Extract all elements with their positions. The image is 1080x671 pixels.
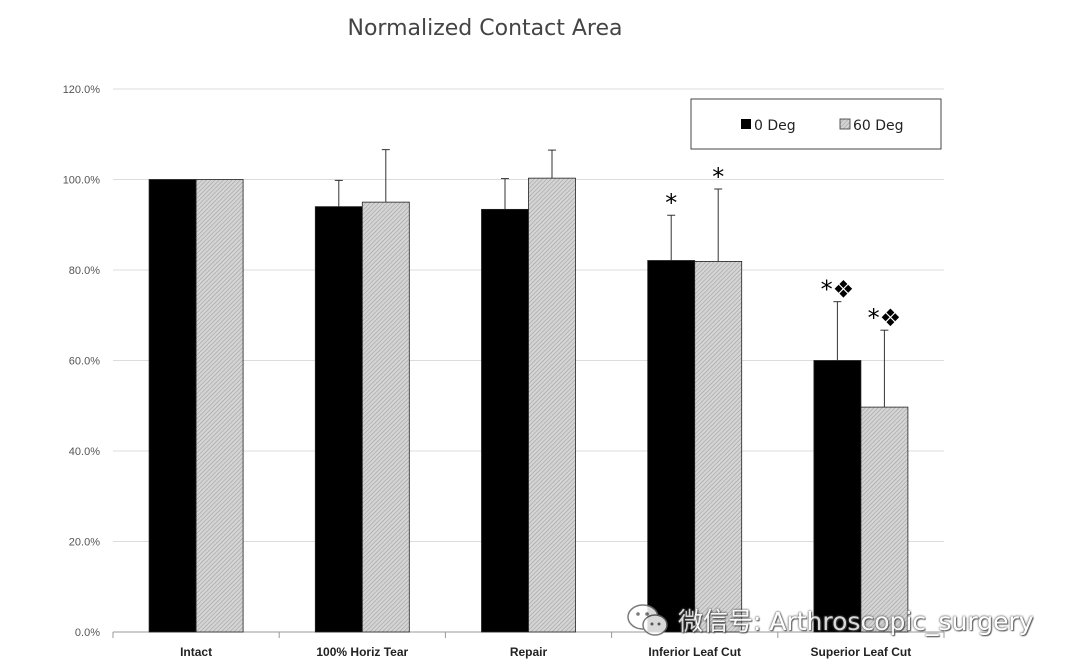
axes: 0.0% 20.0% 40.0% 60.0% 80.0% 100.0% 120.0% Inta…	[63, 84, 945, 659]
bar	[314, 206, 363, 633]
bar	[813, 360, 862, 633]
bar	[860, 406, 909, 633]
legend-box	[690, 98, 942, 150]
bars	[148, 177, 909, 633]
legend-label-0-deg: 0 Deg	[754, 118, 796, 134]
x-tick-label: Repair	[510, 645, 548, 659]
bar	[694, 261, 743, 633]
wechat-icon	[627, 604, 668, 636]
x-tick-label: Intact	[180, 645, 212, 659]
legend: 0 Deg 60 Deg	[690, 98, 942, 150]
x-tick-label: Superior Leaf Cut	[811, 645, 912, 659]
bar	[361, 201, 410, 633]
x-tick-label: Inferior Leaf Cut	[648, 645, 741, 659]
y-tick-label: 60.0%	[69, 356, 100, 368]
y-tick-label: 100.0%	[63, 175, 101, 187]
y-tick-label: 0.0%	[75, 627, 100, 639]
error-bars	[334, 149, 889, 408]
significance-marker: *	[712, 163, 724, 191]
legend-swatch-0-deg	[741, 119, 751, 129]
x-tick-label: 100% Horiz Tear	[316, 645, 408, 659]
y-tick-label: 40.0%	[69, 446, 100, 458]
y-tick-label: 20.0%	[69, 537, 100, 549]
significance-marker: *❖	[868, 304, 902, 332]
significance-annotations: * * *❖ *❖	[665, 163, 901, 332]
legend-label-60-deg: 60 Deg	[853, 118, 904, 134]
bar	[647, 260, 696, 633]
bar	[528, 177, 576, 633]
legend-swatch-60-deg	[839, 118, 851, 130]
chart-title: Normalized Contact Area	[347, 16, 623, 41]
watermark: 微信号: Arthroscopic_surgery	[626, 600, 1066, 640]
y-tick-label: 80.0%	[69, 265, 100, 277]
bar	[481, 208, 529, 633]
bar	[195, 179, 244, 633]
bar	[148, 179, 197, 633]
watermark-text: 微信号: Arthroscopic_surgery	[678, 607, 1034, 636]
y-tick-label: 120.0%	[63, 84, 101, 96]
significance-marker: *❖	[821, 276, 855, 304]
significance-marker: *	[665, 189, 677, 217]
